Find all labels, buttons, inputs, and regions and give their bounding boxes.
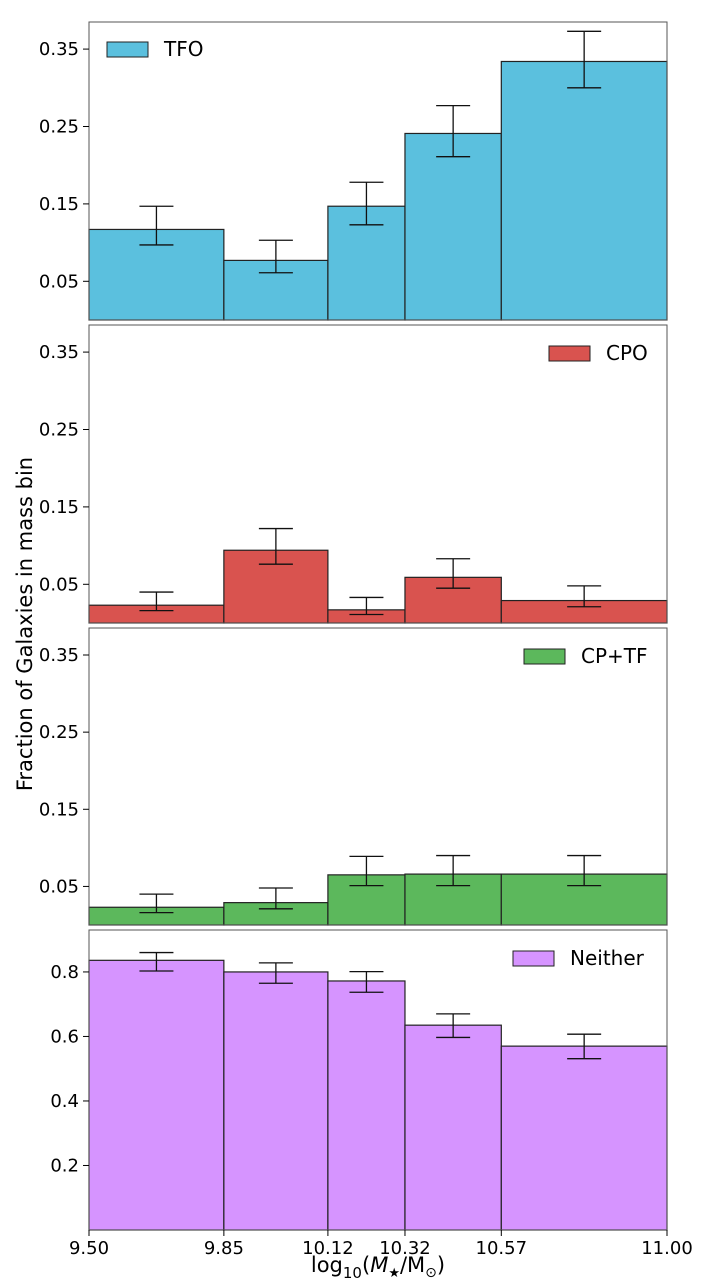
- x-tick-label: 10.57: [476, 1238, 528, 1259]
- y-tick-label: 0.05: [39, 271, 79, 292]
- legend-swatch: [512, 950, 555, 967]
- x-axis-label-slash: /M: [400, 1253, 425, 1277]
- panel-cp-tf: 0.05 0.15 0.25 0.35 CP+TF: [39, 627, 668, 926]
- bar: [404, 1024, 502, 1231]
- x-tick-label: 10.32: [379, 1238, 431, 1259]
- x-axis-label: log10(M★/M⊙): [311, 1253, 445, 1282]
- panel-neither: 0.2 0.4 0.6 0.8 Neither 9.50 9.85 10.12 10.32 10.…: [50, 929, 693, 1259]
- x-axis-label-close: ): [437, 1253, 445, 1277]
- x-axis-label-m: M: [370, 1253, 388, 1277]
- x-tick-label: 9.50: [69, 1238, 109, 1259]
- legend-swatch: [523, 648, 566, 665]
- y-tick-label: 0.15: [39, 799, 79, 820]
- bar: [327, 980, 406, 1231]
- axes-frame: [88, 324, 668, 624]
- y-tick-label: 0.2: [50, 1155, 79, 1176]
- y-tick-label: 0.25: [39, 419, 79, 440]
- y-tick-label: 0.6: [50, 1026, 79, 1047]
- x-axis-label-star: ★: [388, 1266, 400, 1281]
- y-tick-label: 0.15: [39, 497, 79, 518]
- bar: [500, 60, 668, 321]
- x-tick-label: 9.85: [204, 1238, 244, 1259]
- legend-label: CP+TF: [581, 644, 648, 668]
- legend: CPO: [548, 341, 648, 365]
- bar: [404, 132, 502, 321]
- x-axis-label-sun: ⊙: [425, 1265, 437, 1281]
- y-tick-label: 0.15: [39, 194, 79, 215]
- y-tick-label: 0.8: [50, 962, 79, 983]
- x-axis-label-prefix: log: [311, 1253, 343, 1277]
- legend-swatch: [548, 345, 591, 362]
- x-axis-label-open: (: [362, 1253, 370, 1277]
- legend-label: TFO: [163, 37, 203, 61]
- y-tick-label: 0.25: [39, 116, 79, 137]
- bar: [223, 971, 329, 1231]
- x-tick-label: 11.00: [641, 1238, 693, 1259]
- y-tick-label: 0.05: [39, 876, 79, 897]
- y-tick-label: 0.35: [39, 645, 79, 666]
- y-axis-label: Fraction of Galaxies in mass bin: [13, 457, 37, 791]
- legend: TFO: [106, 37, 203, 61]
- legend-swatch: [106, 41, 149, 58]
- y-tick-label: 0.05: [39, 574, 79, 595]
- legend-label: CPO: [606, 341, 648, 365]
- y-tick-label: 0.35: [39, 39, 79, 60]
- x-axis-label-sub: 10: [343, 1264, 362, 1282]
- bar: [500, 1045, 668, 1231]
- x-tick-label: 10.12: [302, 1238, 354, 1259]
- legend: CP+TF: [523, 644, 648, 668]
- axes-frame: [88, 21, 668, 321]
- y-tick-label: 0.4: [50, 1091, 79, 1112]
- bar: [88, 959, 225, 1231]
- panel-cpo: 0.05 0.15 0.25 0.35 CPO: [39, 324, 668, 624]
- legend: Neither: [512, 946, 645, 970]
- legend-label: Neither: [570, 946, 645, 970]
- y-tick-label: 0.35: [39, 342, 79, 363]
- axes-frame: [88, 929, 668, 1231]
- y-tick-label: 0.25: [39, 722, 79, 743]
- axes-frame: [88, 627, 668, 926]
- panel-tfo: 0.05 0.15 0.25 0.35 TFO: [39, 21, 668, 321]
